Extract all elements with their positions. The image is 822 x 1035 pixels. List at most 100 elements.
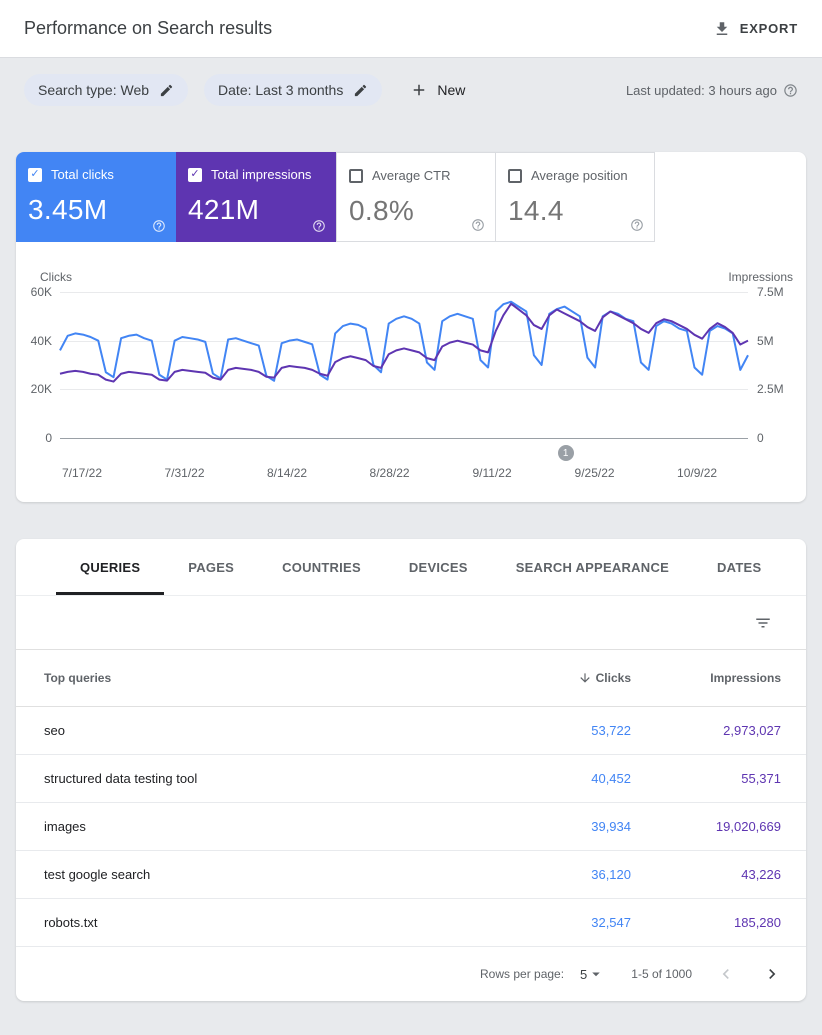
metric-value: 0.8% [349,195,415,226]
new-filter-label: New [437,82,466,98]
y-tick-left: 60K [30,285,52,299]
help-icon[interactable] [312,219,326,233]
column-header-impressions[interactable]: Impressions [710,671,781,685]
new-filter-button[interactable]: New [410,81,465,99]
total-clicks-checkbox[interactable] [28,167,42,182]
average-position-checkbox[interactable] [508,168,522,183]
performance-chart-panel: Total clicks 3.45M Total impressions 421… [16,152,806,502]
export-label: EXPORT [739,21,798,36]
y-tick-right: 7.5M [757,285,784,299]
query-cell: test google search [44,867,151,882]
page-title: Performance on Search results [24,18,273,38]
y-tick-right: 2.5M [757,382,784,397]
y-tick-right: 5M [757,333,774,348]
impressions-cell: 185,280 [734,915,781,930]
y-tick-left: 40K [30,333,52,348]
tab-dates[interactable]: DATES [693,539,785,595]
y-tick-right: 0 [757,431,764,445]
metric-label: Average position [531,168,628,183]
help-icon[interactable] [783,83,798,98]
table-row[interactable]: test google search 36,120 43,226 [16,851,806,899]
gridline [60,292,748,293]
query-cell: images [44,819,86,834]
query-cell: robots.txt [44,915,98,930]
date-range-chip[interactable]: Date: Last 3 months [204,74,383,106]
x-tick: 8/28/22 [369,466,410,480]
clicks-cell: 39,934 [591,819,631,834]
column-header-clicks[interactable]: Clicks [481,671,631,685]
filter-bar: Search type: Web Date: Last 3 months New… [0,58,822,106]
pagination-bar: Rows per page: 5 1-5 of 1000 [16,947,806,1001]
chevron-left-icon [714,962,738,986]
table-row[interactable]: seo 53,722 2,973,027 [16,707,806,755]
last-updated: Last updated: 3 hours ago [626,83,798,98]
x-tick: 10/9/22 [677,466,718,480]
metric-card-total-impressions[interactable]: Total impressions 421M [176,152,336,242]
metric-card-average-ctr[interactable]: Average CTR 0.8% [336,152,496,242]
edit-icon[interactable] [353,83,368,98]
x-tick: 8/14/22 [267,466,308,480]
dimension-tabs: QUERIES PAGES COUNTRIES DEVICES SEARCH A… [16,539,806,596]
pagination-range: 1-5 of 1000 [631,967,692,981]
metric-label: Average CTR [372,168,451,183]
clicks-cell: 32,547 [591,915,631,930]
tab-search-appearance[interactable]: SEARCH APPEARANCE [492,539,693,595]
filter-icon[interactable] [754,614,772,632]
clicks-cell: 36,120 [591,867,631,882]
impressions-cell: 43,226 [741,867,781,882]
impressions-cell: 2,973,027 [723,723,781,738]
x-tick: 7/17/22 [61,466,103,480]
search-type-chip[interactable]: Search type: Web [24,74,189,106]
chevron-right-icon[interactable] [760,962,784,986]
export-button[interactable]: EXPORT [713,20,798,38]
tab-queries[interactable]: QUERIES [56,539,164,595]
metric-label: Total impressions [211,167,312,182]
metric-card-total-clicks[interactable]: Total clicks 3.45M [16,152,176,242]
table-row[interactable]: images 39,934 19,020,669 [16,803,806,851]
total-impressions-checkbox[interactable] [188,167,202,182]
impressions-cell: 55,371 [741,771,781,786]
help-icon[interactable] [152,219,166,233]
chart-annotation[interactable]: 1 [557,445,574,461]
download-icon [713,20,731,38]
column-header-top-queries: Top queries [44,671,112,685]
dimensions-table-panel: QUERIES PAGES COUNTRIES DEVICES SEARCH A… [16,539,806,1001]
sort-arrow-down-icon [578,671,592,685]
table-row[interactable]: structured data testing tool 40,452 55,3… [16,755,806,803]
rows-per-page-label: Rows per page: [480,967,565,981]
query-cell: seo [44,723,65,738]
y-tick-left: 0 [45,431,52,445]
clicks-cell: 53,722 [591,723,631,738]
tab-devices[interactable]: DEVICES [385,539,492,595]
query-cell: structured data testing tool [44,771,198,786]
table-header-row: Top queries Clicks Impressions [16,650,806,707]
x-tick: 9/11/22 [472,466,512,480]
chart-x-axis: 7/17/22 7/31/22 8/14/22 8/28/22 9/11/22 … [60,466,748,480]
metric-value: 421M [188,194,260,225]
impressions-cell: 19,020,669 [715,819,781,834]
edit-icon[interactable] [159,83,174,98]
metric-value: 14.4 [508,195,564,226]
x-tick: 7/31/22 [164,466,205,480]
rows-per-page-select[interactable]: 5 [580,965,605,983]
left-axis-title: Clicks [40,270,72,284]
average-ctr-checkbox[interactable] [349,168,363,183]
chart-plot-area: 60K 40K 20K 0 7.5M 5M 2.5M 0 1 [31,286,784,461]
x-tick: 9/25/22 [574,466,615,480]
gridline [60,389,748,391]
tab-pages[interactable]: PAGES [164,539,258,595]
top-bar: Performance on Search results EXPORT [0,0,822,58]
help-icon[interactable] [471,218,485,232]
metric-card-average-position[interactable]: Average position 14.4 [495,152,655,242]
metric-cards: Total clicks 3.45M Total impressions 421… [16,152,806,242]
line-chart [60,292,748,438]
chart-axis-titles: Clicks Impressions [16,270,806,284]
help-icon[interactable] [630,218,644,232]
tab-countries[interactable]: COUNTRIES [258,539,385,595]
table-row[interactable]: robots.txt 32,547 185,280 [16,899,806,947]
search-type-chip-label: Search type: Web [38,82,150,98]
date-range-chip-label: Date: Last 3 months [218,82,344,98]
clicks-cell: 40,452 [591,771,631,786]
table-filter-row [16,596,806,650]
gridline [60,340,748,342]
